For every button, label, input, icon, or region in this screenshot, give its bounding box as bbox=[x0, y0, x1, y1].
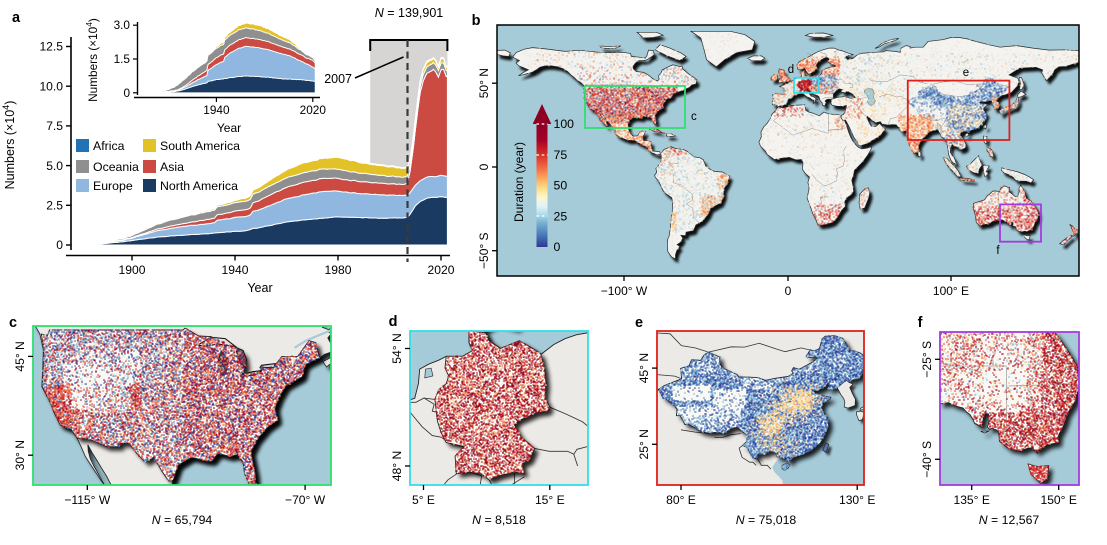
svg-text:3.0: 3.0 bbox=[114, 18, 131, 32]
svg-text:150° E: 150° E bbox=[1040, 493, 1076, 507]
svg-text:2.5: 2.5 bbox=[46, 199, 63, 213]
svg-text:1.5: 1.5 bbox=[114, 52, 131, 66]
svg-text:30° N: 30° N bbox=[13, 440, 27, 470]
svg-text:b: b bbox=[472, 13, 481, 29]
svg-text:N = 12,567: N = 12,567 bbox=[979, 513, 1040, 527]
svg-text:0: 0 bbox=[56, 238, 63, 252]
svg-text:45° N: 45° N bbox=[637, 353, 651, 383]
svg-text:0: 0 bbox=[123, 86, 130, 100]
svg-text:1940: 1940 bbox=[203, 103, 230, 117]
svg-text:12.5: 12.5 bbox=[39, 40, 63, 54]
svg-text:50: 50 bbox=[554, 179, 568, 193]
svg-text:N = 75,018: N = 75,018 bbox=[736, 513, 797, 527]
svg-text:45° N: 45° N bbox=[13, 341, 27, 371]
svg-text:10.0: 10.0 bbox=[39, 79, 63, 93]
svg-text:100: 100 bbox=[554, 117, 575, 131]
svg-text:5.0: 5.0 bbox=[46, 159, 63, 173]
svg-text:1940: 1940 bbox=[222, 263, 249, 277]
svg-text:e: e bbox=[635, 315, 643, 331]
svg-text:135° E: 135° E bbox=[953, 493, 989, 507]
svg-text:2020: 2020 bbox=[428, 263, 455, 277]
svg-text:Year: Year bbox=[217, 121, 241, 135]
svg-text:0: 0 bbox=[785, 284, 792, 298]
svg-text:Europe: Europe bbox=[93, 179, 133, 193]
svg-text:e: e bbox=[963, 67, 969, 79]
svg-text:a: a bbox=[12, 10, 21, 26]
svg-text:f: f bbox=[918, 315, 923, 331]
svg-text:7.5: 7.5 bbox=[46, 119, 63, 133]
svg-text:−70° W: −70° W bbox=[285, 493, 326, 507]
svg-text:−50° S: −50° S bbox=[477, 232, 491, 269]
svg-text:25° N: 25° N bbox=[637, 429, 651, 459]
svg-text:c: c bbox=[691, 111, 697, 123]
svg-text:0: 0 bbox=[554, 240, 561, 254]
svg-text:5° E: 5° E bbox=[412, 493, 435, 507]
svg-text:130° E: 130° E bbox=[839, 493, 875, 507]
svg-text:−115° W: −115° W bbox=[64, 493, 111, 507]
svg-text:1900: 1900 bbox=[119, 263, 146, 277]
svg-text:N = 139,901: N = 139,901 bbox=[375, 6, 444, 20]
svg-text:48° N: 48° N bbox=[390, 451, 404, 481]
svg-text:d: d bbox=[389, 314, 398, 330]
svg-text:Oceania: Oceania bbox=[93, 160, 139, 174]
svg-text:Duration (year): Duration (year) bbox=[512, 142, 526, 222]
svg-text:c: c bbox=[9, 315, 17, 331]
svg-text:N = 8,518: N = 8,518 bbox=[472, 513, 526, 527]
svg-text:Africa: Africa bbox=[93, 139, 125, 153]
svg-text:25: 25 bbox=[554, 209, 568, 223]
svg-text:Numbers (×104): Numbers (×104) bbox=[84, 18, 100, 102]
svg-text:1980: 1980 bbox=[325, 263, 352, 277]
svg-text:Asia: Asia bbox=[160, 160, 184, 174]
svg-text:South America: South America bbox=[160, 139, 240, 153]
svg-text:50° N: 50° N bbox=[477, 68, 491, 98]
svg-text:North America: North America bbox=[160, 179, 238, 193]
svg-text:100° E: 100° E bbox=[933, 284, 969, 298]
svg-text:N = 65,794: N = 65,794 bbox=[152, 513, 213, 527]
svg-text:75: 75 bbox=[554, 148, 568, 162]
svg-text:2007: 2007 bbox=[324, 72, 352, 86]
svg-text:−25° S: −25° S bbox=[920, 341, 934, 378]
svg-text:54° N: 54° N bbox=[390, 333, 404, 363]
svg-text:80° E: 80° E bbox=[666, 493, 696, 507]
svg-text:d: d bbox=[788, 64, 794, 76]
svg-text:−40° S: −40° S bbox=[920, 441, 934, 478]
svg-text:15° E: 15° E bbox=[535, 493, 565, 507]
svg-text:2020: 2020 bbox=[300, 103, 327, 117]
svg-text:−100° W: −100° W bbox=[601, 284, 648, 298]
svg-text:Year: Year bbox=[247, 281, 272, 295]
svg-text:Numbers (×104): Numbers (×104) bbox=[1, 101, 17, 190]
svg-text:f: f bbox=[996, 245, 1000, 257]
svg-text:0: 0 bbox=[477, 163, 491, 170]
